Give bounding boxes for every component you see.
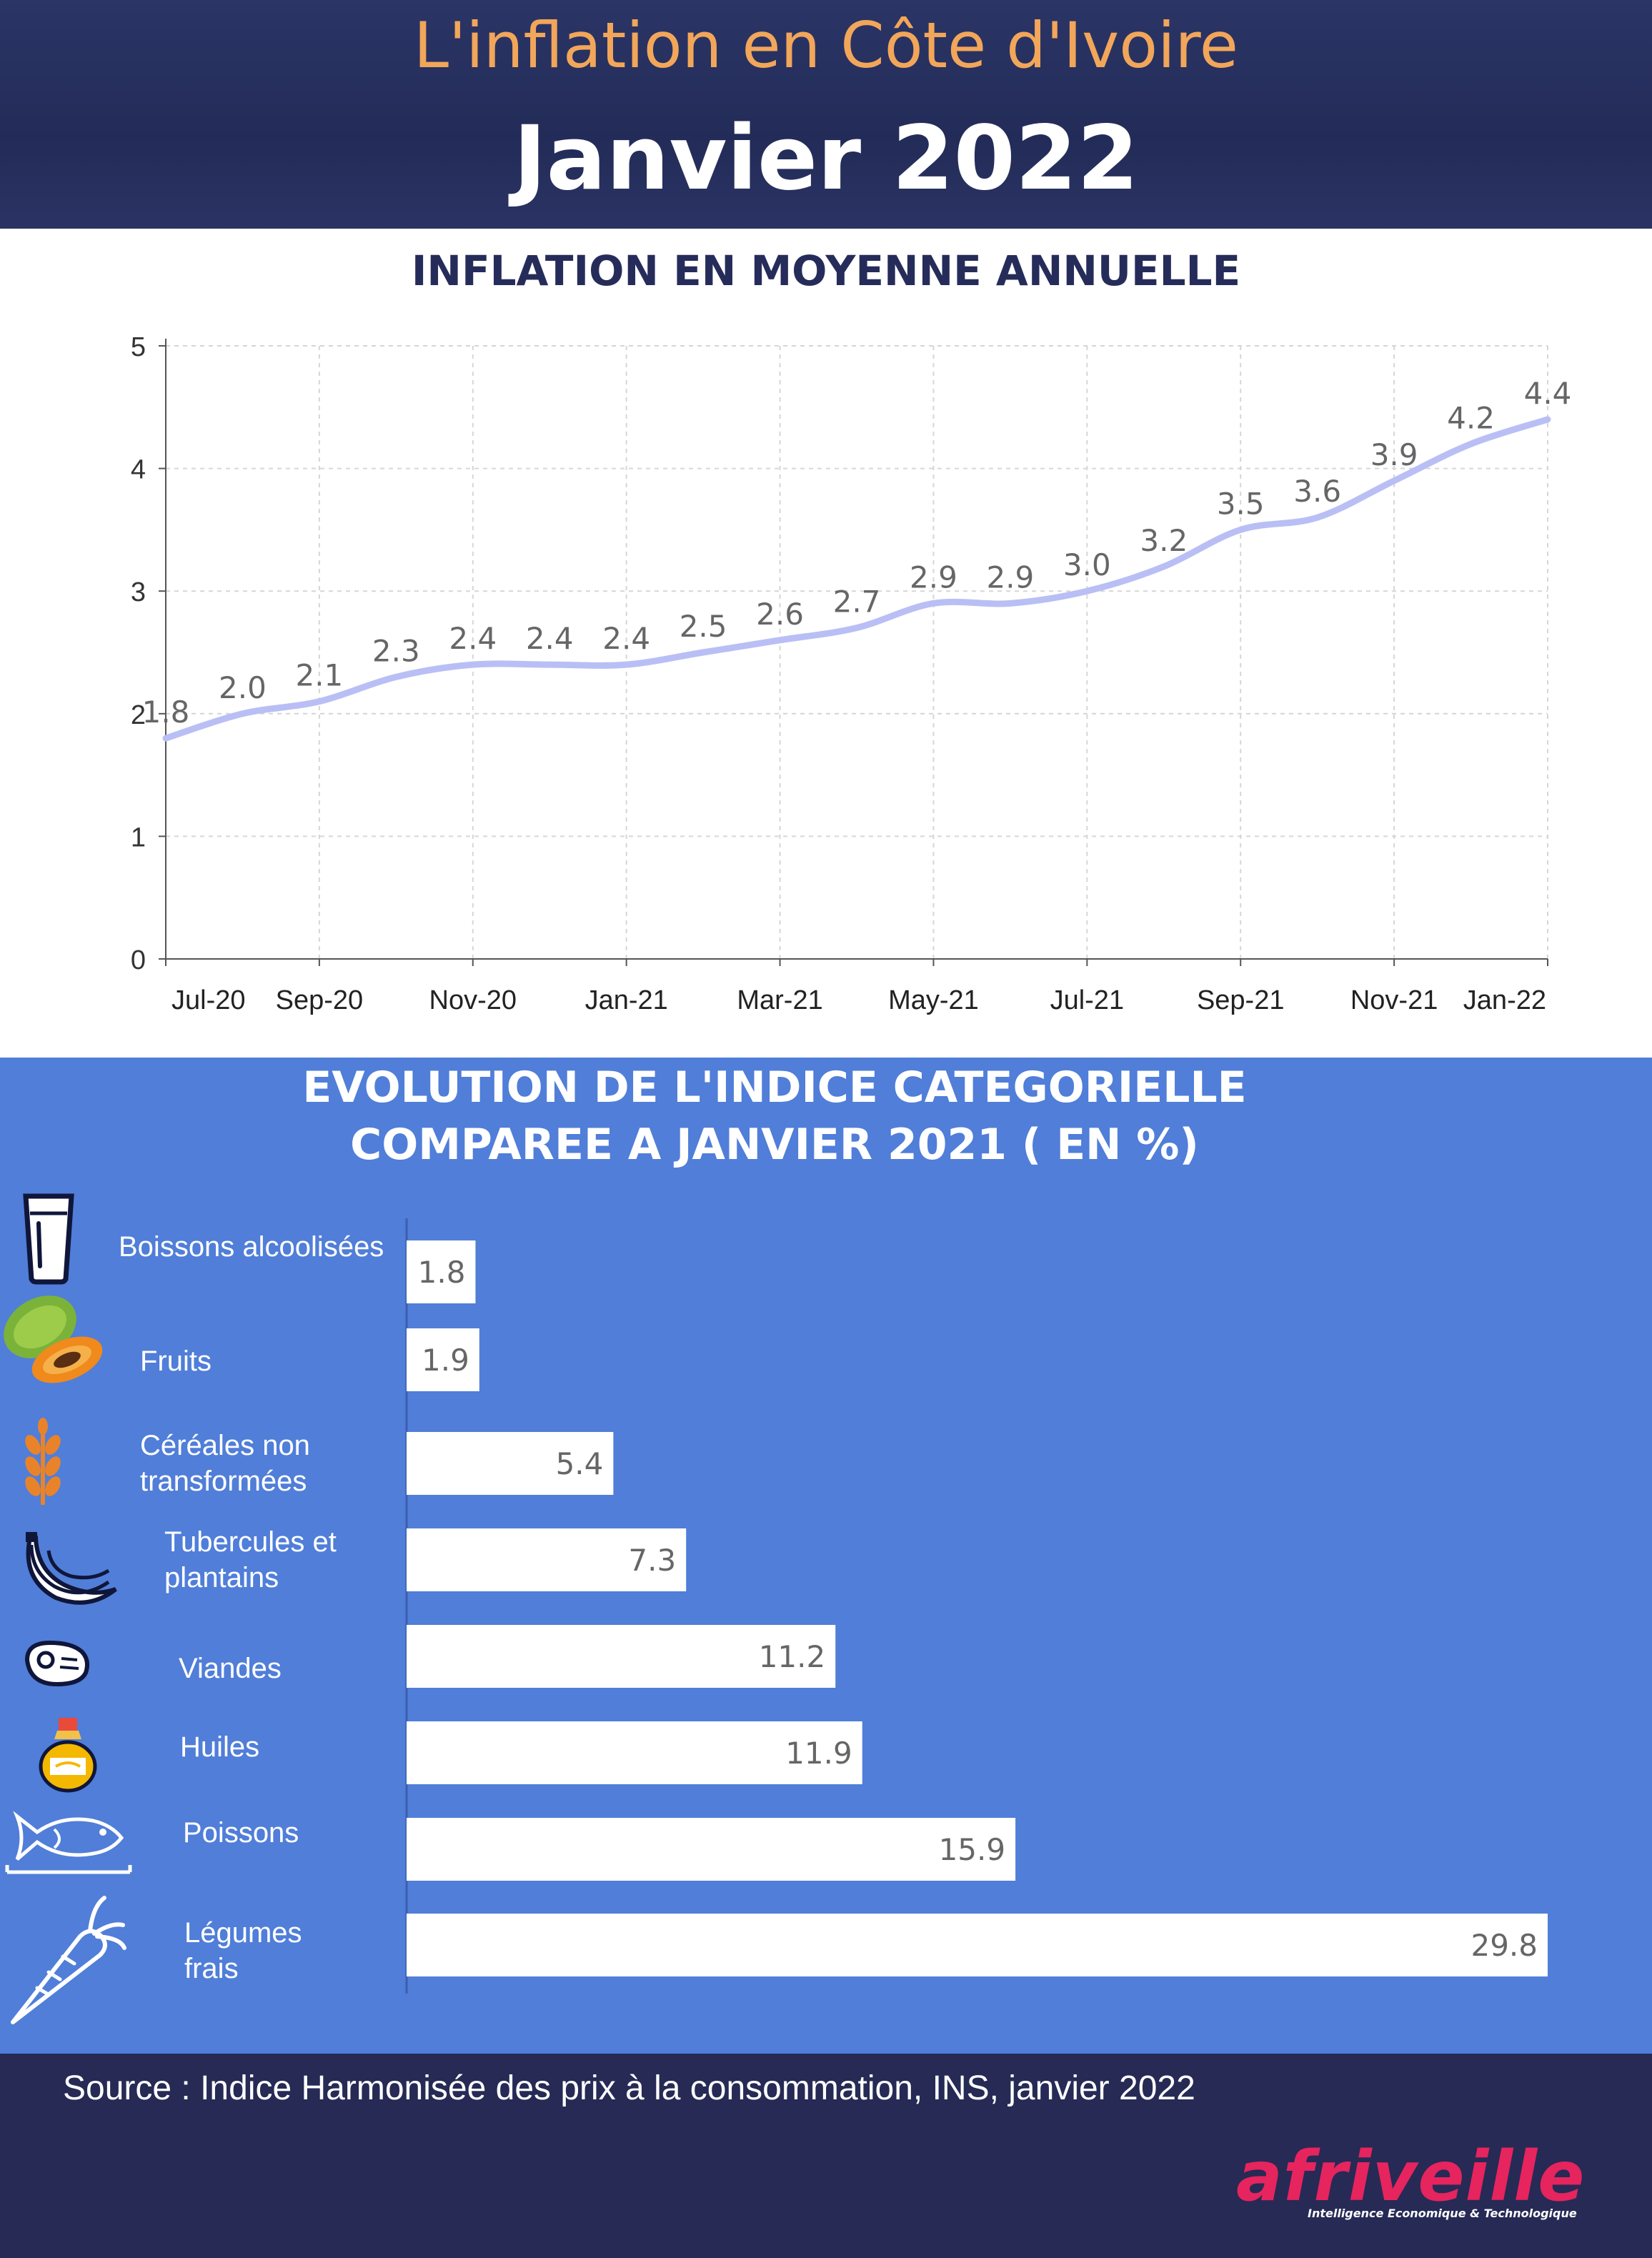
x-tick-label: Jan-21 <box>585 985 668 1015</box>
x-tick-label: Nov-20 <box>429 985 517 1015</box>
bar-category-label: Poissons <box>183 1815 299 1851</box>
papaya-icon <box>0 1283 107 1390</box>
x-tick-label: Nov-21 <box>1350 985 1438 1015</box>
data-label: 3.6 <box>1293 474 1341 509</box>
data-label: 2.3 <box>372 633 420 668</box>
logo-wordmark: afriveille <box>1236 2137 1586 2217</box>
data-label: 2.6 <box>756 597 804 632</box>
bar <box>407 1721 862 1784</box>
bar-category-label: Tubercules et plantains <box>164 1524 337 1596</box>
main-title: Janvier 2022 <box>513 107 1139 210</box>
y-tick-label: 2 <box>131 700 146 730</box>
bar-category-label-line: Viandes <box>179 1653 282 1684</box>
bar-category-label-line: plantains <box>164 1562 279 1593</box>
carrot-icon <box>6 1894 127 2029</box>
bar-category-label-line: Huiles <box>180 1731 260 1763</box>
bar <box>407 1328 479 1391</box>
data-label: 3.9 <box>1370 437 1418 472</box>
bar-value-label: 5.4 <box>556 1446 604 1481</box>
bar-category-label: Huiles <box>180 1729 259 1765</box>
bar <box>407 1625 836 1688</box>
bar-category-label-line: Tubercules et <box>164 1526 337 1558</box>
source-note: Source : Indice Harmonisée des prix à la… <box>63 2069 1195 2107</box>
data-label: 2.1 <box>295 658 343 693</box>
data-label: 3.5 <box>1217 486 1265 521</box>
y-tick-label: 4 <box>131 455 146 485</box>
data-label: 2.4 <box>449 621 497 656</box>
bar-category-label-line: Poissons <box>183 1817 299 1849</box>
data-label: 2.4 <box>526 621 574 656</box>
logo-tagline: Intelligence Economique & Technologique <box>1308 2207 1577 2220</box>
x-tick-label: Jan-22 <box>1463 985 1546 1015</box>
x-tick-label: May-21 <box>888 985 979 1015</box>
bar-category-label-line: transformées <box>140 1466 307 1497</box>
header-banner <box>0 0 1652 229</box>
x-tick-label: Sep-21 <box>1197 985 1285 1015</box>
x-tick-label: Mar-21 <box>737 985 822 1015</box>
bar-value-label: 15.9 <box>939 1832 1006 1867</box>
banana-icon <box>20 1529 120 1615</box>
x-tick-label: Jul-21 <box>1050 985 1125 1015</box>
bar-category-label: Viandes <box>179 1651 282 1686</box>
bar-category-label: Légumes frais <box>184 1915 302 1986</box>
bar <box>407 1432 614 1495</box>
x-tick-label: Jul-20 <box>171 985 246 1015</box>
glass-icon <box>20 1192 77 1285</box>
bar-value-label: 29.8 <box>1471 1928 1538 1963</box>
wheat-icon <box>21 1415 64 1508</box>
bar-value-label: 1.9 <box>422 1343 469 1378</box>
bar-category-label-line: Légumes <box>184 1917 302 1949</box>
bar-chart-title-line1: EVOLUTION DE L'INDICE CATEGORIELLE <box>302 1063 1247 1113</box>
bar-category-label-line: Céréales non <box>140 1430 310 1461</box>
data-label: 2.9 <box>910 559 957 595</box>
x-tick-label: Sep-20 <box>276 985 364 1015</box>
bar <box>407 1914 1548 1976</box>
fish-icon <box>4 1801 133 1879</box>
data-label: 3.2 <box>1140 523 1188 558</box>
bar-category-label: Fruits <box>140 1343 212 1379</box>
bar-category-label-line: frais <box>184 1953 239 1984</box>
bar-category-label: Boissons alcoolisées <box>119 1229 384 1265</box>
bar <box>407 1240 476 1303</box>
footer <box>0 2054 1652 2258</box>
y-tick-label: 0 <box>131 945 146 975</box>
bar-category-label: Céréales non transformées <box>140 1428 310 1499</box>
bar <box>407 1528 687 1591</box>
bar-value-label: 11.2 <box>759 1639 826 1674</box>
bar-chart-title: EVOLUTION DE L'INDICE CATEGORIELLE COMPA… <box>0 1059 1549 1173</box>
data-label: 2.9 <box>986 559 1034 595</box>
data-label: 2.7 <box>833 585 881 620</box>
series-line <box>162 416 1551 742</box>
bar-value-label: 7.3 <box>628 1543 676 1578</box>
data-label: 4.2 <box>1447 400 1495 435</box>
bar <box>407 1818 1016 1881</box>
bar-value-label: 11.9 <box>785 1736 852 1771</box>
data-label: 3.0 <box>1063 547 1111 582</box>
brand-logo: afriveille Intelligence Economique & Tec… <box>1236 2137 1584 2220</box>
bar-category-label-line: Boissons alcoolisées <box>119 1231 384 1263</box>
bar-chart: 1.8 1.9 5.4 7.3 11.2 11.9 15.9 29.8 <box>405 1218 1548 1994</box>
y-tick-label: 3 <box>131 577 146 607</box>
oil-bottle-icon <box>36 1715 100 1794</box>
data-label: 2.5 <box>680 609 727 644</box>
y-tick-label: 1 <box>131 822 146 852</box>
bar-value-label: 1.8 <box>418 1255 466 1290</box>
meat-icon <box>21 1638 93 1688</box>
data-label: 4.4 <box>1524 376 1572 411</box>
line-chart-title: INFLATION EN MOYENNE ANNUELLE <box>411 247 1241 295</box>
data-label: 2.4 <box>602 621 650 656</box>
y-tick-label: 5 <box>131 332 146 362</box>
data-label: 1.8 <box>142 695 190 730</box>
bar-chart-section <box>0 1058 1652 2054</box>
bar-category-label-line: Fruits <box>140 1346 212 1377</box>
data-label: 2.0 <box>219 670 267 705</box>
super-title: L'inflation en Côte d'Ivoire <box>414 9 1238 82</box>
bar-chart-title-line2: COMPAREE A JANVIER 2021 ( EN %) <box>350 1120 1199 1170</box>
line-chart: 0 1 2 3 4 5 Jul-20 Sep-20 Nov-20 Jan-21 Mar-21 May-… <box>131 332 1572 1015</box>
